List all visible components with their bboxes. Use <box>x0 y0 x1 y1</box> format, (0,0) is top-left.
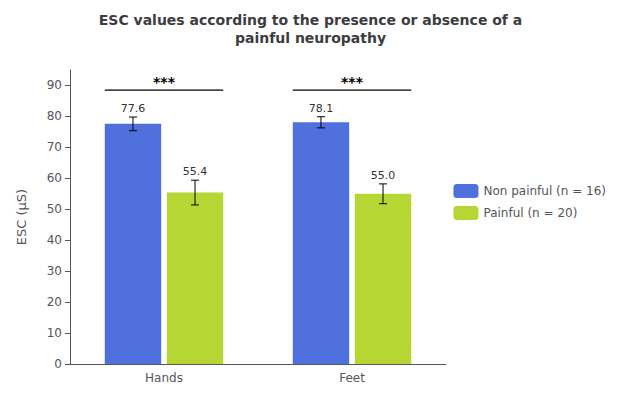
svg-text:0: 0 <box>54 357 62 371</box>
svg-text:70: 70 <box>47 140 62 154</box>
svg-text:***: *** <box>153 74 176 90</box>
svg-text:painful neuropathy: painful neuropathy <box>235 30 386 46</box>
svg-text:10: 10 <box>47 326 62 340</box>
svg-text:Feet: Feet <box>339 371 365 385</box>
svg-text:78.1: 78.1 <box>309 102 334 115</box>
svg-text:***: *** <box>341 74 364 90</box>
svg-text:Non painful (n = 16): Non painful (n = 16) <box>483 184 606 198</box>
svg-text:ESC (μS): ESC (μS) <box>14 189 29 245</box>
svg-text:30: 30 <box>47 264 62 278</box>
svg-text:55.4: 55.4 <box>183 165 208 178</box>
svg-text:55.0: 55.0 <box>371 169 396 182</box>
svg-text:80: 80 <box>47 109 62 123</box>
svg-text:90: 90 <box>47 78 62 92</box>
svg-text:40: 40 <box>47 233 62 247</box>
svg-text:50: 50 <box>47 202 62 216</box>
svg-text:Painful (n = 20): Painful (n = 20) <box>483 206 577 220</box>
svg-text:77.6: 77.6 <box>121 102 146 115</box>
svg-text:ESC values according to the pr: ESC values according to the presence or … <box>99 12 523 28</box>
svg-text:60: 60 <box>47 171 62 185</box>
svg-text:20: 20 <box>47 295 62 309</box>
svg-text:Hands: Hands <box>145 371 183 385</box>
